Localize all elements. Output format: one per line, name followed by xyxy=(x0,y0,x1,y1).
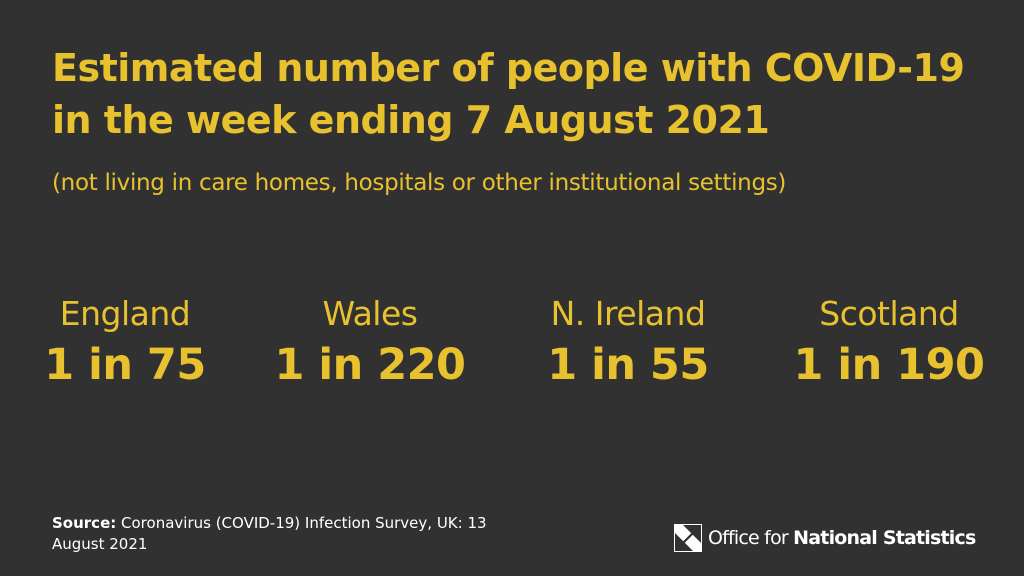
headline-subtitle: (not living in care homes, hospitals or … xyxy=(52,170,787,196)
stat-scotland: Scotland 1 in 190 xyxy=(769,292,1009,394)
stat-region-label: Wales xyxy=(322,294,418,333)
ons-logo-icon xyxy=(674,524,702,552)
headline-title: Estimated number of people with COVID-19… xyxy=(52,46,965,142)
stat-ratio-value: 1 in 220 xyxy=(274,340,466,390)
source-text: Coronavirus (COVID-19) Infection Survey,… xyxy=(52,514,487,553)
ons-wordmark-bold: National Statistics xyxy=(793,527,976,549)
stat-ratio-value: 1 in 55 xyxy=(547,340,709,390)
stat-region-label: Scotland xyxy=(819,294,959,333)
stat-region-label: N. Ireland xyxy=(550,294,706,333)
stat-region-label: England xyxy=(59,294,191,333)
ons-branding: Office for National Statistics xyxy=(674,522,976,554)
stat-northern-ireland: N. Ireland 1 in 55 xyxy=(508,292,748,394)
stat-ratio-value: 1 in 190 xyxy=(793,340,985,390)
ons-wordmark: Office for National Statistics xyxy=(708,527,976,549)
stat-england: England 1 in 75 xyxy=(5,292,245,394)
source-note: Source: Coronavirus (COVID-19) Infection… xyxy=(52,513,522,555)
stat-ratio-value: 1 in 75 xyxy=(44,340,206,390)
ons-wordmark-prefix: Office for xyxy=(708,527,789,549)
source-label: Source: xyxy=(52,514,117,532)
stat-wales: Wales 1 in 220 xyxy=(250,292,490,394)
